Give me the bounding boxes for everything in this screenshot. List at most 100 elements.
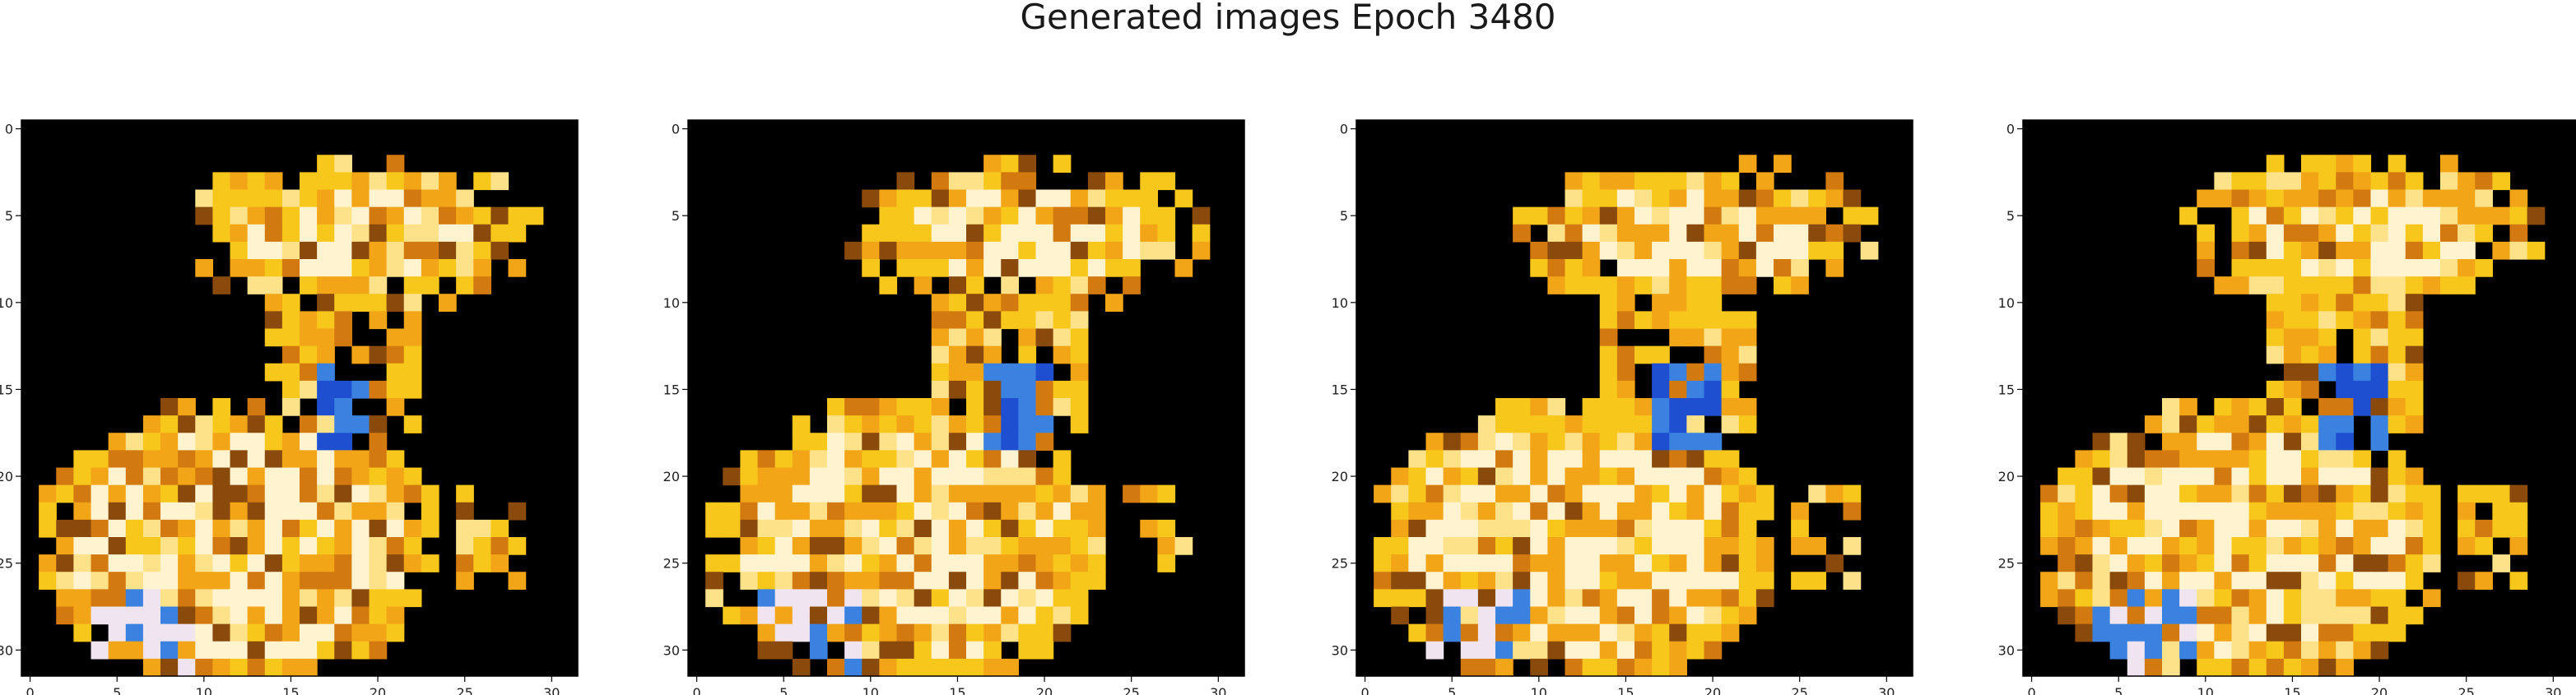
pixel [931, 224, 950, 243]
pixel [2475, 172, 2493, 191]
pixel [740, 537, 759, 555]
pixel [264, 519, 283, 538]
pixel [879, 623, 898, 642]
pixel [931, 415, 950, 433]
pixel [1530, 502, 1548, 521]
pixel [2336, 467, 2354, 486]
pixel [1686, 484, 1705, 503]
pixel [2162, 572, 2180, 590]
pixel [1616, 589, 1635, 608]
pixel [1105, 294, 1123, 312]
pixel [73, 623, 92, 642]
pixel [2301, 537, 2319, 555]
pixel [2075, 572, 2094, 590]
pixel [1704, 259, 1723, 277]
pixel [1035, 606, 1054, 625]
pixel [1721, 189, 1740, 208]
pixel [2248, 415, 2267, 433]
pixel [2162, 606, 2180, 625]
pixel [1443, 623, 1462, 642]
pixel [2405, 554, 2424, 572]
pixel [2248, 467, 2267, 486]
pixel [1018, 206, 1037, 225]
pixel [879, 206, 898, 225]
pixel [334, 276, 352, 294]
pixel [2179, 502, 2197, 521]
pixel [2527, 241, 2546, 260]
pixel [281, 537, 300, 555]
pixel [2388, 363, 2406, 382]
pixel [2162, 589, 2180, 608]
pixel [2058, 606, 2076, 625]
y-tick-label: 0 [1340, 122, 1348, 137]
pixel [2127, 572, 2146, 590]
pixel [1808, 484, 1826, 503]
pixel [1530, 623, 1548, 642]
pixel [247, 172, 266, 191]
pixel [879, 276, 898, 294]
pixel [1530, 467, 1548, 486]
pixel [508, 259, 527, 277]
pixel [827, 398, 845, 416]
pixel [2266, 502, 2285, 521]
pixel [1018, 641, 1037, 660]
pixel [334, 537, 352, 555]
pixel [439, 294, 457, 312]
pixel [2283, 623, 2302, 642]
pixel [1843, 537, 1862, 555]
pixel [914, 658, 932, 677]
pixel [2266, 519, 2285, 538]
pixel [1738, 606, 1757, 625]
pixel [2058, 502, 2076, 521]
pixel [473, 259, 491, 277]
pixel [2075, 519, 2094, 538]
pixel [2162, 398, 2180, 416]
pixel [1087, 172, 1106, 191]
pixel [966, 189, 984, 208]
pixel [142, 467, 161, 486]
pixel [1634, 606, 1653, 625]
pixel [1599, 311, 1618, 330]
pixel [264, 554, 283, 572]
pixel [1425, 623, 1444, 642]
pixel [966, 206, 984, 225]
pixel [740, 572, 759, 590]
pixel [73, 519, 92, 538]
pixel [1513, 206, 1531, 225]
pixel [195, 467, 213, 486]
pixel [1686, 415, 1705, 433]
pixel [948, 172, 967, 191]
pixel [1825, 189, 1844, 208]
pixel [2248, 206, 2267, 225]
pixel [966, 537, 984, 555]
pixel [142, 519, 161, 538]
pixel [2127, 519, 2146, 538]
pixel [774, 502, 793, 521]
pixel [403, 363, 422, 382]
y-tick-label: 10 [1998, 295, 2015, 311]
pixel [914, 623, 932, 642]
pixel [1652, 172, 1670, 191]
pixel [1001, 606, 1019, 625]
pixel [2336, 433, 2354, 451]
pixel [931, 606, 950, 625]
pixel [896, 484, 915, 503]
pixel [1599, 450, 1618, 469]
pixel [1704, 623, 1723, 642]
y-tick-label: 25 [0, 556, 13, 572]
pixel [1791, 224, 1809, 243]
pixel [2301, 328, 2319, 347]
pixel [1704, 206, 1723, 225]
pixel [879, 572, 898, 590]
pixel [91, 641, 109, 660]
pixel [1157, 519, 1176, 538]
pixel [2370, 259, 2389, 277]
pixel [2092, 589, 2111, 608]
pixel [1001, 189, 1019, 208]
pixel [1738, 398, 1757, 416]
pixel [2422, 502, 2441, 521]
pixel [1669, 328, 1687, 347]
y-tick-label: 5 [1340, 208, 1348, 224]
pixel [2214, 641, 2233, 660]
pixel [1616, 189, 1635, 208]
